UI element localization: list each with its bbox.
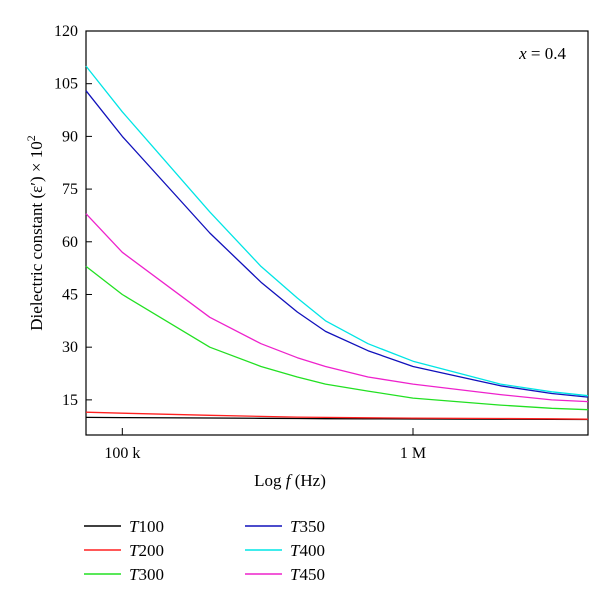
- legend-label-t300: T300: [129, 565, 164, 584]
- y-tick-label: 45: [62, 286, 78, 303]
- composition-variable: x: [518, 44, 527, 63]
- legend-label-t100: T100: [129, 517, 164, 536]
- series-line-t300: [85, 265, 589, 411]
- y-axis-title-main: Dielectric constant (ε′) × 10: [27, 141, 46, 330]
- x-tick-label: 1 M: [400, 445, 426, 462]
- legend: T100 T200 T300 T350 T400 T450: [84, 517, 325, 584]
- x-axis-title-var: f: [286, 471, 293, 490]
- y-axis-title-exponent: 2: [24, 135, 38, 141]
- y-tick-label: 120: [54, 23, 78, 40]
- plot-area-frame: [85, 30, 589, 436]
- x-axis-title-pre: Log: [254, 471, 286, 490]
- y-axis-title: Dielectric constant (ε′) × 102: [24, 135, 46, 330]
- legend-label-t200: T200: [129, 541, 164, 560]
- y-tick-label: 105: [54, 76, 78, 93]
- series-line-t450: [85, 213, 589, 403]
- legend-label-t400: T400: [290, 541, 325, 560]
- y-tick-label: 75: [62, 181, 78, 198]
- series-layer: [85, 65, 589, 421]
- y-tick-label: 15: [62, 392, 78, 409]
- x-axis-title: Log f (Hz): [254, 471, 326, 490]
- series-line-t200: [85, 411, 589, 420]
- y-tick-label: 90: [62, 128, 78, 145]
- y-tick-label: 30: [62, 339, 78, 356]
- y-axis: 15 30 45 60 75 90 105 120: [54, 23, 92, 409]
- y-tick-label: 60: [62, 234, 78, 251]
- x-tick-label: 100 k: [104, 445, 140, 462]
- composition-annotation: x = 0.4: [518, 44, 566, 63]
- series-line-t100: [85, 416, 589, 421]
- series-line-t400: [85, 65, 589, 397]
- legend-label-t450: T450: [290, 565, 325, 584]
- x-axis-title-post: (Hz): [290, 471, 325, 490]
- series-line-t350: [85, 90, 589, 398]
- x-axis: 100 k 1 M: [104, 428, 426, 462]
- legend-label-t350: T350: [290, 517, 325, 536]
- composition-value: = 0.4: [527, 44, 567, 63]
